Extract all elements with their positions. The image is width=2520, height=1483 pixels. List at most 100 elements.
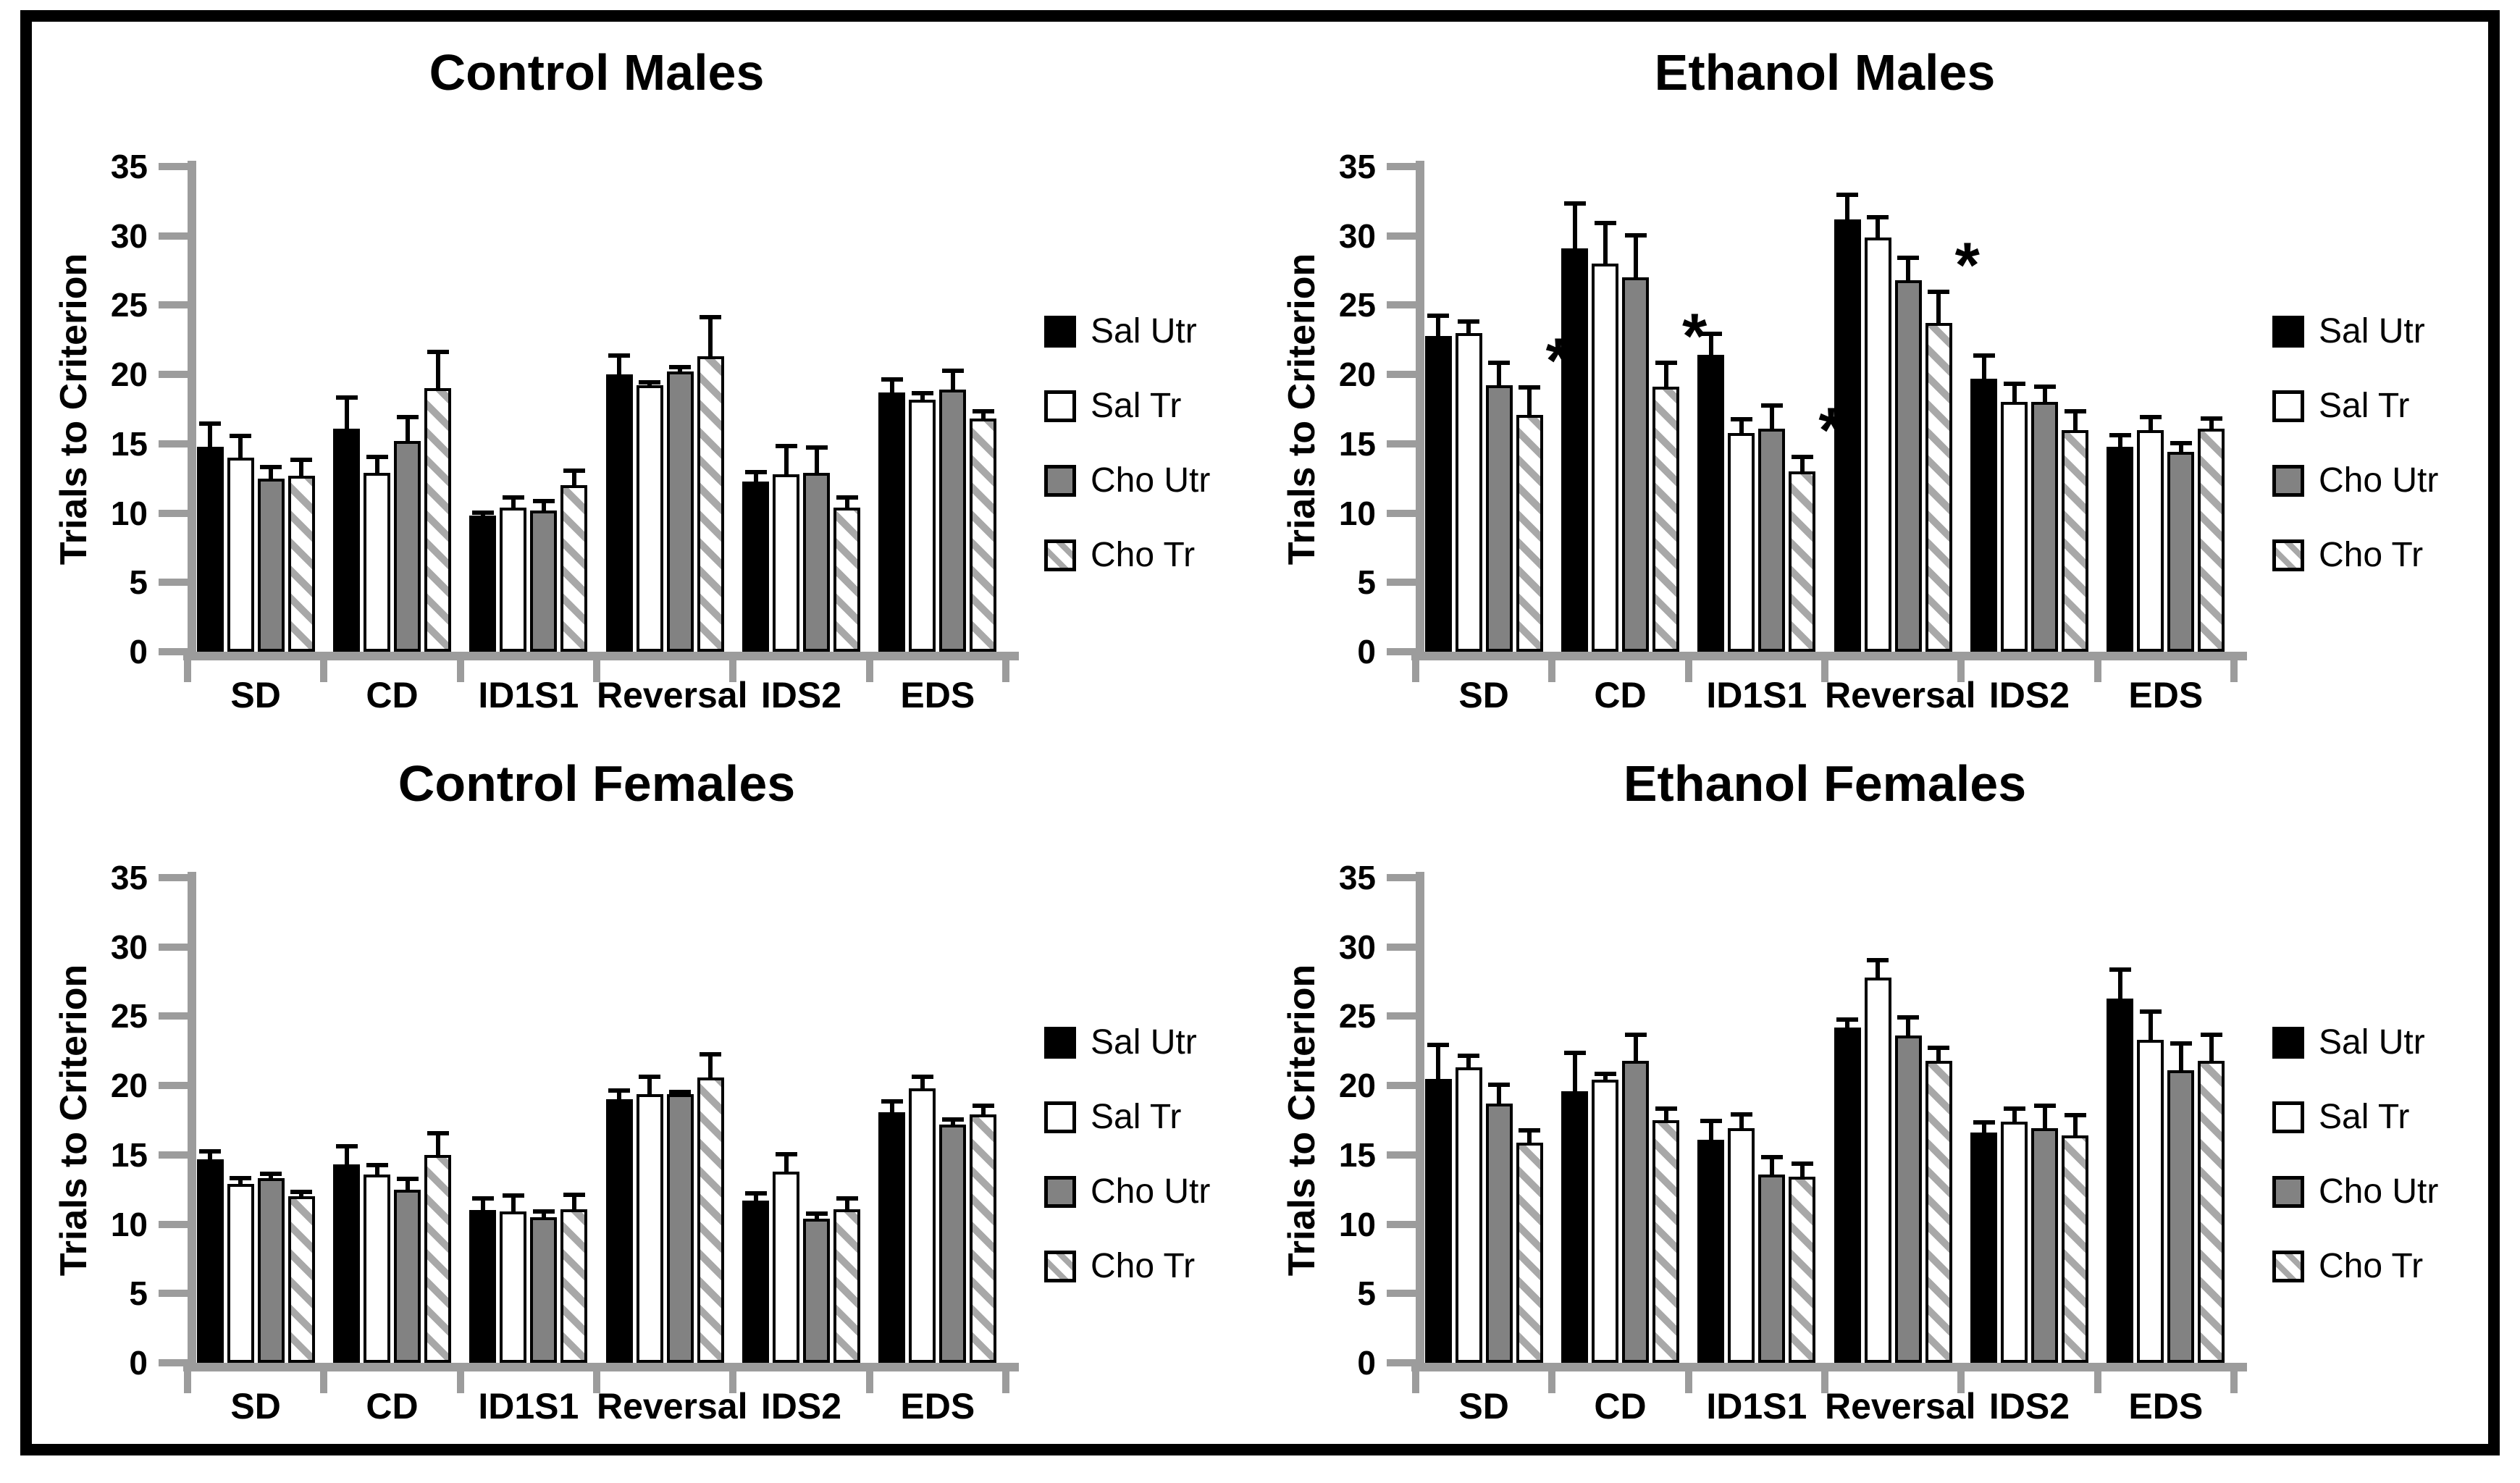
error-bar — [2148, 1009, 2153, 1040]
legend-label: Sal Tr — [1091, 1098, 1182, 1136]
bar-cho-utr — [1758, 428, 1786, 652]
error-bar — [2209, 416, 2214, 429]
error-bar-cap — [1973, 353, 1995, 358]
error-bar-cap — [805, 1211, 828, 1217]
bar-sal-utr — [2107, 446, 2134, 652]
legend-label: Cho Tr — [2319, 536, 2424, 574]
error-bar-cap — [290, 1189, 313, 1194]
error-bar — [2042, 1104, 2047, 1129]
error-bar-cap — [2109, 967, 2131, 972]
legend-label: Cho Utr — [1091, 1172, 1211, 1211]
error-bar — [784, 443, 789, 474]
y-tick-label: 15 — [110, 1135, 148, 1174]
x-tick — [2230, 1363, 2238, 1393]
y-tick — [159, 509, 188, 517]
y-tick — [159, 1359, 188, 1366]
error-bar-cap — [471, 1196, 494, 1201]
legend-swatch-sal-tr — [1044, 390, 1076, 422]
error-bar-cap — [532, 499, 555, 504]
legend-label: Cho Tr — [1091, 1247, 1196, 1285]
y-tick — [1387, 163, 1416, 170]
significance-star: * — [1682, 300, 1708, 371]
error-bar-cap — [2170, 441, 2192, 446]
bar-sal-utr — [469, 1210, 497, 1363]
bar-sal-tr — [227, 1184, 254, 1363]
error-bar-cap — [1730, 1112, 1752, 1117]
x-category-label: EDS — [900, 1386, 975, 1427]
x-axis-line — [1411, 1363, 2247, 1371]
y-tick-label: 30 — [1338, 217, 1376, 255]
error-bar-cap — [1655, 361, 1677, 365]
error-bar-cap — [1791, 455, 1813, 460]
error-bar — [1527, 1128, 1532, 1143]
x-tick — [1002, 1363, 1009, 1393]
x-tick — [1002, 652, 1009, 682]
legend-swatch-sal-tr — [2272, 390, 2304, 422]
error-bar-cap — [1897, 255, 1920, 260]
bar-sal-utr — [469, 516, 497, 652]
y-tick-label: 15 — [1338, 1135, 1376, 1174]
y-tick-label: 10 — [1338, 1205, 1376, 1243]
panel-title: Control Females — [398, 755, 796, 812]
bar-sal-tr — [1864, 237, 1891, 652]
error-bar-cap — [335, 1143, 358, 1148]
error-bar — [2209, 1033, 2214, 1061]
bar-sal-utr — [196, 1159, 224, 1363]
bar-sal-tr — [1728, 432, 1755, 652]
panel-ethanol-females: Ethanol Females Trials to Criterion 0 5 10… — [1260, 733, 2488, 1444]
y-tick — [1387, 509, 1416, 517]
panel-title: Control Males — [429, 44, 765, 101]
bar-sal-tr — [2137, 429, 2164, 652]
bar-sal-tr — [2137, 1039, 2164, 1363]
bar-sal-tr — [773, 474, 799, 652]
error-bar — [784, 1152, 789, 1172]
x-tick — [865, 652, 873, 682]
error-bar-cap — [1488, 361, 1511, 365]
bar-cho-tr — [1652, 1120, 1679, 1363]
error-bar — [753, 470, 758, 482]
error-bar-cap — [941, 1117, 964, 1122]
bar-cho-utr — [1894, 1035, 1922, 1363]
x-tick — [456, 1363, 464, 1393]
y-tick-label: 25 — [1338, 286, 1376, 324]
significance-star: * — [1818, 394, 1844, 466]
bar-sal-utr — [878, 1112, 906, 1363]
legend-label: Cho Utr — [2319, 461, 2439, 500]
error-bar-cap — [260, 464, 282, 469]
panel-title: Ethanol Males — [1654, 44, 1996, 101]
error-bar-cap — [1700, 1119, 1722, 1124]
plot-area: 0 5 10 15 20 25 30 35 SD CD ID1S1 Reversal IDS2 EDS — [32, 733, 1260, 1444]
error-bar — [1876, 958, 1881, 978]
legend-swatch-cho-tr — [1044, 1251, 1076, 1282]
bar-sal-utr — [1834, 1027, 1861, 1363]
bar-cho-utr — [2031, 1128, 2058, 1363]
error-bar — [814, 445, 819, 474]
x-tick — [1957, 652, 1965, 682]
y-tick-label: 0 — [1357, 633, 1376, 671]
y-tick-label: 0 — [129, 633, 148, 671]
error-bar — [238, 434, 243, 458]
legend-label: Sal Utr — [2319, 312, 2425, 350]
x-category-label: Reversal — [1825, 1386, 1976, 1427]
bar-sal-tr — [1592, 264, 1618, 652]
x-category-label: IDS2 — [760, 1386, 842, 1427]
bar-sal-utr — [2107, 998, 2134, 1363]
error-bar-cap — [775, 1152, 797, 1157]
error-bar — [1466, 1054, 1471, 1068]
error-bar-cap — [805, 445, 828, 450]
bar-cho-tr — [2198, 1060, 2225, 1363]
error-bar-cap — [1760, 1154, 1783, 1159]
y-tick-label: 5 — [1357, 563, 1376, 602]
legend-label: Sal Tr — [2319, 1098, 2410, 1136]
error-bar — [617, 1088, 622, 1100]
bar-sal-tr — [2001, 402, 2028, 652]
error-bar-cap — [2033, 1104, 2056, 1109]
error-bar — [208, 1149, 213, 1159]
error-bar — [2042, 384, 2047, 403]
error-bar-cap — [1973, 1120, 1995, 1125]
bar-cho-utr — [666, 371, 694, 652]
y-tick-label: 35 — [110, 148, 148, 185]
error-bar-cap — [471, 510, 494, 515]
legend-swatch-sal-utr — [2272, 316, 2304, 348]
bar-sal-tr — [364, 1174, 390, 1363]
